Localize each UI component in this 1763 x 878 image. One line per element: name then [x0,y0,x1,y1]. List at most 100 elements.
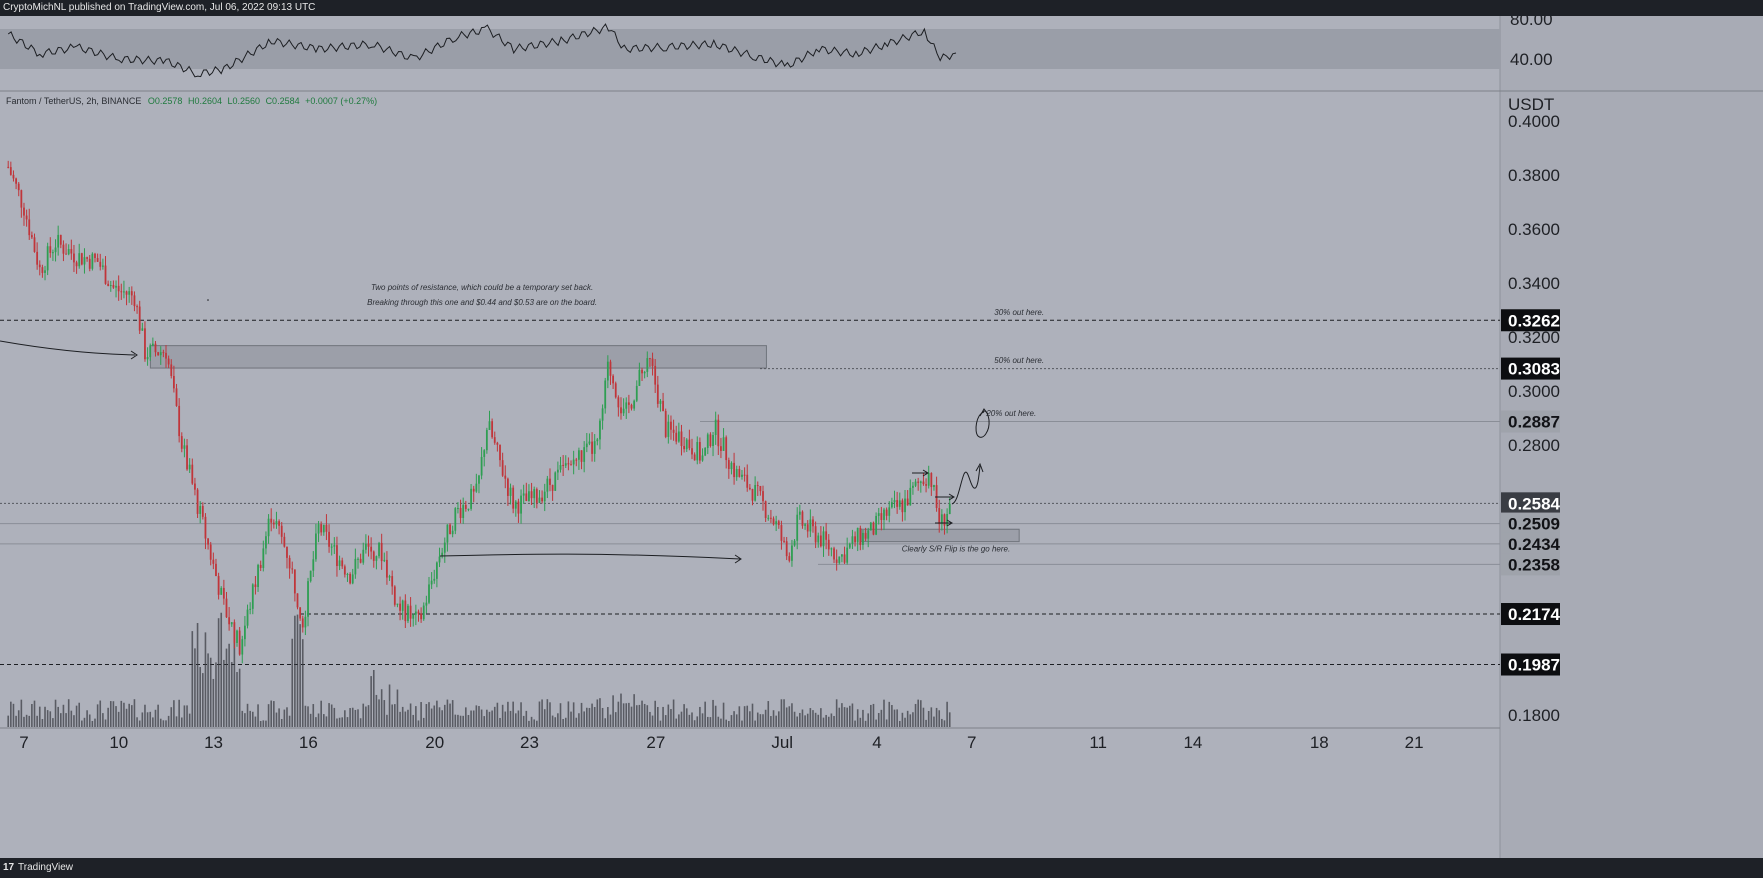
candle-body [372,551,375,561]
volume-bar [851,703,854,727]
volume-bar [91,720,94,727]
candle-body [583,447,586,462]
candle-body [630,404,633,409]
volume-bar [670,709,672,727]
projection-arrow-head [975,462,984,473]
volume-bar [754,720,756,727]
candle-body [609,361,612,376]
candle-body [117,285,120,292]
volume-bar [472,710,475,727]
volume-bar [898,720,901,727]
candle-body [304,616,307,628]
candle-body [827,539,830,550]
candle-body [246,609,249,626]
volume-bar [215,662,217,727]
volume-bar [246,703,249,727]
candle-body [762,491,764,502]
date-label: 4 [872,733,881,752]
date-label: 13 [204,733,223,752]
candle-body [617,397,620,408]
candle-body [817,535,820,543]
candle-body [288,557,291,569]
volume-bar [57,706,59,727]
volume-bar [117,711,120,727]
candle-body [54,247,57,253]
volume-bar [236,672,238,727]
volume-bar [662,706,664,727]
candle-body [328,531,330,547]
candle-body [343,566,346,575]
volume-bar [628,702,630,727]
volume-bar [230,662,233,727]
volume-bar [325,716,328,727]
volume-bar [317,713,320,727]
candle-body [890,502,893,508]
volume-bar [15,715,17,727]
volume-bar [49,711,52,727]
candle-body [520,495,522,514]
tradingview-logo-icon[interactable]: 17 [3,862,15,873]
volume-bar [596,699,599,727]
volume-bar [486,709,488,727]
candle-body [312,559,315,571]
volume-bar [536,720,538,727]
candle-body [86,257,89,259]
candle-body [791,545,793,561]
volume-bar [854,720,856,727]
brand-name[interactable]: TradingView [18,862,74,873]
candle-body [677,431,680,442]
candle-body [320,524,323,533]
candle-body [672,429,675,433]
candle-body [835,559,838,563]
candle-body [885,509,888,516]
candle-body [104,265,107,284]
candle-body [180,436,183,449]
volume-bar [233,642,236,727]
candle-body [901,500,904,513]
candle-body [691,448,693,455]
volume-bar [73,715,75,727]
candle-body [649,358,651,360]
candle-body [812,519,814,527]
volume-bar [7,715,10,727]
price-level-label: 0.2358 [1508,555,1560,574]
candle-body [564,463,567,466]
candle-body [270,518,273,523]
candle-body [433,578,436,581]
candle-body [914,481,917,486]
candle-body [330,546,333,548]
volume-bar [741,720,743,727]
volume-bar [614,712,617,727]
volume-bar [449,703,451,727]
volume-bar [777,711,780,727]
candle-body [28,219,31,236]
rsi-pane: 40.00 80.00 [0,16,1553,78]
candle-body [685,439,688,450]
candle-body [357,558,359,560]
price-chart[interactable]: 40.00 80.00 Two points of resistance, whi… [0,16,1763,858]
candle-body [441,552,444,557]
candle-body [280,525,283,537]
volume-bar [249,710,251,727]
volume-bar [207,653,209,727]
candle-body [764,501,767,518]
volume-bar [735,714,738,727]
volume-bar [893,709,896,727]
volume-bar [912,712,914,727]
candle-body [819,535,822,547]
volume-bar [775,715,777,727]
volume-bar [417,720,420,727]
volume-bar [888,701,891,727]
candle-body [869,522,872,531]
volume-bar [12,703,15,727]
candle-body [483,450,486,457]
volume-bar [551,715,554,727]
volume-bar [38,706,41,727]
volume-bar [885,719,888,727]
volume-bar [583,711,585,727]
candle-body [301,618,304,628]
volume-bar [412,714,415,727]
annotation-text: Two points of resistance, which could be… [371,283,593,292]
volume-bar [922,707,925,727]
candle-body [430,580,433,585]
